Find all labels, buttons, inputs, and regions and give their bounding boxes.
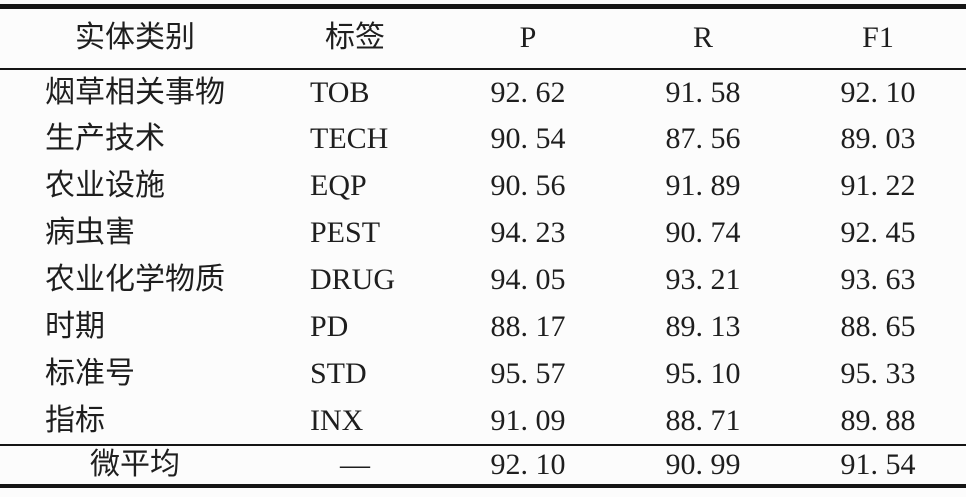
table-row: 农业化学物质 DRUG 94. 05 93. 21 93. 63 xyxy=(0,257,966,304)
ner-metrics-table: 实体类别 标签 P R F1 烟草相关事物 TOB 92. 62 91. 58 92. … xyxy=(0,4,966,488)
cell-tag: PEST xyxy=(310,216,381,249)
cell-tag: EQP xyxy=(310,169,367,202)
table-row: 生产技术 TECH 90. 54 87. 56 89. 03 xyxy=(0,116,966,163)
footer-cell-tag: — xyxy=(270,443,440,486)
cell-r: 91. 89 xyxy=(665,169,741,202)
cell-category: 时期 xyxy=(45,310,105,343)
col-header-r: R xyxy=(616,6,790,70)
cell-p: 94. 23 xyxy=(490,216,566,249)
col-header-category: 实体类别 xyxy=(0,6,270,70)
cell-f1: 91. 22 xyxy=(840,169,916,202)
footer-cell-category: 微平均 xyxy=(0,443,270,486)
cell-r: 95. 10 xyxy=(665,357,741,390)
cell-category: 生产技术 xyxy=(45,122,165,155)
cell-category: 农业化学物质 xyxy=(45,263,225,296)
cell-p: 92. 62 xyxy=(490,75,566,109)
table-row: 烟草相关事物 TOB 92. 62 91. 58 92. 10 xyxy=(0,69,966,116)
cell-p: 90. 54 xyxy=(490,122,566,155)
cell-p: 91. 09 xyxy=(490,403,566,437)
header-row: 实体类别 标签 P R F1 xyxy=(0,6,966,70)
cell-f1: 93. 63 xyxy=(840,263,916,296)
cell-p: 90. 56 xyxy=(490,169,566,202)
table-row: 病虫害 PEST 94. 23 90. 74 92. 45 xyxy=(0,210,966,257)
cell-category: 农业设施 xyxy=(45,169,165,202)
table-row: 标准号 STD 95. 57 95. 10 95. 33 xyxy=(0,351,966,398)
cell-tag: TOB xyxy=(310,75,370,109)
col-header-f1: F1 xyxy=(790,6,966,70)
cell-r: 93. 21 xyxy=(665,263,741,296)
cell-category: 病虫害 xyxy=(45,216,135,249)
cell-f1: 92. 10 xyxy=(840,75,916,109)
cell-tag: PD xyxy=(310,310,349,343)
cell-category: 标准号 xyxy=(45,357,135,390)
cell-r: 89. 13 xyxy=(665,310,741,343)
cell-p: 88. 17 xyxy=(490,310,566,343)
cell-tag: INX xyxy=(310,403,364,437)
col-header-p: P xyxy=(440,6,616,70)
cell-tag: DRUG xyxy=(310,263,396,296)
cell-r: 87. 56 xyxy=(665,122,741,155)
cell-f1: 88. 65 xyxy=(840,310,916,343)
cell-p: 95. 57 xyxy=(490,357,566,390)
cell-tag: STD xyxy=(310,357,367,390)
footer-cell-f1: 91. 54 xyxy=(790,443,966,486)
cell-category: 指标 xyxy=(45,403,105,437)
cell-f1: 89. 03 xyxy=(840,122,916,155)
table-row: 农业设施 EQP 90. 56 91. 89 91. 22 xyxy=(0,163,966,210)
footer-row-micro-average: 微平均 — 92. 10 90. 99 91. 54 xyxy=(0,443,966,486)
footer-cell-p: 92. 10 xyxy=(440,443,616,486)
table-row: 时期 PD 88. 17 89. 13 88. 65 xyxy=(0,304,966,351)
cell-category: 烟草相关事物 xyxy=(45,75,225,109)
cell-r: 91. 58 xyxy=(665,75,741,109)
cell-p: 94. 05 xyxy=(490,263,566,296)
cell-r: 88. 71 xyxy=(665,403,741,437)
cell-r: 90. 74 xyxy=(665,216,741,249)
cell-f1: 95. 33 xyxy=(840,357,916,390)
table-row: 指标 INX 91. 09 88. 71 89. 88 xyxy=(0,398,966,445)
col-header-tag: 标签 xyxy=(270,6,440,70)
cell-f1: 92. 45 xyxy=(840,216,916,249)
cell-tag: TECH xyxy=(310,122,389,155)
cell-f1: 89. 88 xyxy=(840,403,916,437)
footer-cell-r: 90. 99 xyxy=(616,443,790,486)
